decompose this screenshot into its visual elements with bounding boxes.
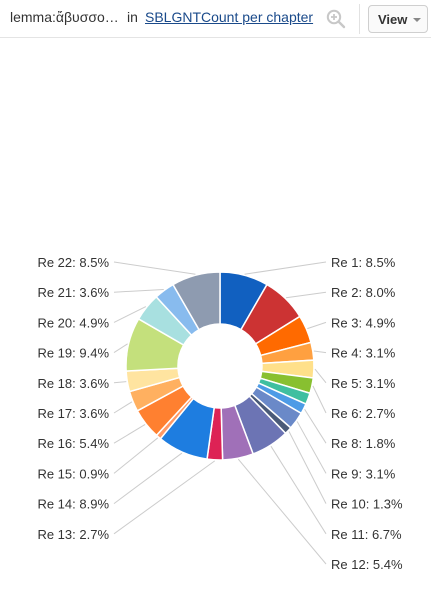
label-connector (307, 321, 327, 330)
slice-label: Re 14: 8.9% (37, 497, 109, 512)
slice-label: Re 12: 5.4% (331, 557, 403, 572)
slice-label: Re 10: 1.3% (331, 497, 403, 512)
slice-label: Re 8: 1.8% (331, 436, 396, 451)
label-connector (304, 408, 327, 444)
label-connector (313, 350, 327, 354)
toolbar-divider (359, 4, 360, 34)
label-connector (314, 368, 327, 384)
label-connector (244, 261, 327, 275)
slice-label: Re 15: 0.9% (37, 466, 109, 481)
view-button[interactable]: View (368, 5, 428, 33)
label-connector (113, 261, 196, 275)
slice-label: Re 6: 2.7% (331, 406, 396, 421)
slice-label: Re 18: 3.6% (37, 376, 109, 391)
slice-label: Re 3: 4.9% (331, 315, 396, 330)
label-connector (312, 385, 327, 414)
label-connector (113, 288, 164, 293)
query-text: lemma:ἄβυσσο… (10, 9, 119, 25)
slice-label: Re 20: 4.9% (37, 315, 109, 330)
slice-label: Re 4: 3.1% (331, 346, 396, 361)
label-connector (237, 458, 327, 565)
slice-label: Re 9: 3.1% (331, 466, 396, 481)
slice-label: Re 19: 9.4% (37, 346, 109, 361)
slice-label: Re 21: 3.6% (37, 285, 109, 300)
zoom-in-icon[interactable] (326, 9, 346, 29)
count-mode-link[interactable]: Count per chapter (201, 9, 314, 25)
label-connector (113, 424, 146, 444)
slice-label: Re 11: 6.7% (331, 527, 402, 542)
label-connector (296, 421, 327, 474)
label-connector (288, 431, 327, 504)
slice-label: Re 16: 5.4% (37, 436, 109, 451)
label-connector (113, 306, 147, 323)
slice-label: Re 17: 3.6% (37, 406, 109, 421)
label-connector (113, 437, 159, 474)
slice-label: Re 22: 8.5% (37, 255, 109, 270)
in-label: in (127, 9, 138, 25)
view-label: View (378, 11, 408, 27)
label-connector (113, 452, 183, 505)
label-connector (270, 445, 327, 535)
slice-label: Re 2: 8.0% (331, 285, 396, 300)
label-connector (113, 401, 133, 414)
label-connector (113, 343, 128, 354)
pie-slice[interactable] (172, 271, 221, 331)
slice-label: Re 5: 3.1% (331, 376, 396, 391)
chevron-down-icon (413, 18, 421, 22)
label-connector (286, 291, 327, 299)
slice-label: Re 1: 8.5% (331, 255, 396, 270)
corpus-link[interactable]: SBLGNT (145, 9, 202, 25)
slice-label: Re 13: 2.7% (37, 527, 109, 542)
label-connector (113, 381, 127, 384)
pie-chart: Re 1: 8.5% Re 2: 8.0% Re 3: 4.9% Re 4: 3.1%… (37, 255, 403, 572)
toolbar: lemma:ἄβυσσο… in SBLGNT Count per chapte… (0, 0, 431, 38)
label-connector (113, 460, 216, 535)
